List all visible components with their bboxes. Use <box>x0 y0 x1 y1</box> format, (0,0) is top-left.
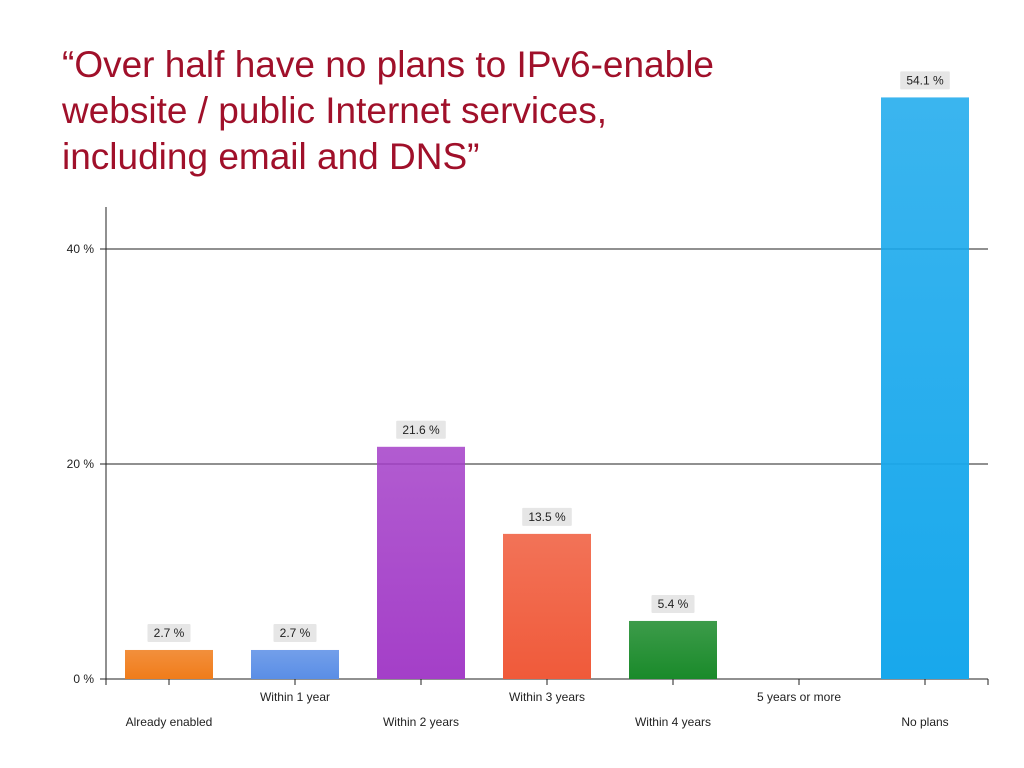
bar-no-plans <box>881 97 969 680</box>
data-label-box <box>273 623 317 642</box>
x-tick-label: Within 2 years <box>383 715 459 729</box>
bar-already-enabled <box>125 649 213 679</box>
bar-within-1-year <box>251 649 339 679</box>
x-tick-label: 5 years or more <box>757 690 841 704</box>
data-label-box <box>651 594 695 613</box>
y-tick-label: 0 % <box>73 672 94 686</box>
gridlines <box>100 248 988 465</box>
x-tick-label: Within 1 year <box>260 690 330 704</box>
bar-within-2-years <box>377 446 465 679</box>
data-label-box <box>147 623 191 642</box>
x-tick-label: Within 4 years <box>635 715 711 729</box>
x-tick-label: Within 3 years <box>509 690 585 704</box>
data-label-box <box>900 71 950 90</box>
data-label: 13.5 % <box>528 510 566 524</box>
y-tick-label: 40 % <box>67 242 95 256</box>
bars <box>125 97 969 680</box>
data-label-box <box>396 420 446 439</box>
data-label: 2.7 % <box>280 626 311 640</box>
data-labels: 2.7 % 2.7 % 21.6 % 13.5 % 5.4 % 54.1 % <box>147 71 950 642</box>
y-tick-label: 20 % <box>67 457 95 471</box>
data-label-box <box>522 507 572 526</box>
x-tick-label: Already enabled <box>126 715 213 729</box>
data-label: 54.1 % <box>906 73 944 87</box>
slide-title: “Over half have no plans to IPv6-enable … <box>62 42 802 180</box>
title-line-2: website / public Internet services, <box>62 90 607 131</box>
bar-within-4-years <box>629 620 717 679</box>
data-label: 21.6 % <box>402 423 440 437</box>
data-label: 2.7 % <box>154 626 185 640</box>
data-label: 5.4 % <box>658 597 689 611</box>
bar-within-3-years <box>503 533 591 679</box>
x-tick-label: No plans <box>901 715 948 729</box>
title-line-1: “Over half have no plans to IPv6-enable <box>62 44 714 85</box>
title-line-3: including email and DNS” <box>62 136 480 177</box>
